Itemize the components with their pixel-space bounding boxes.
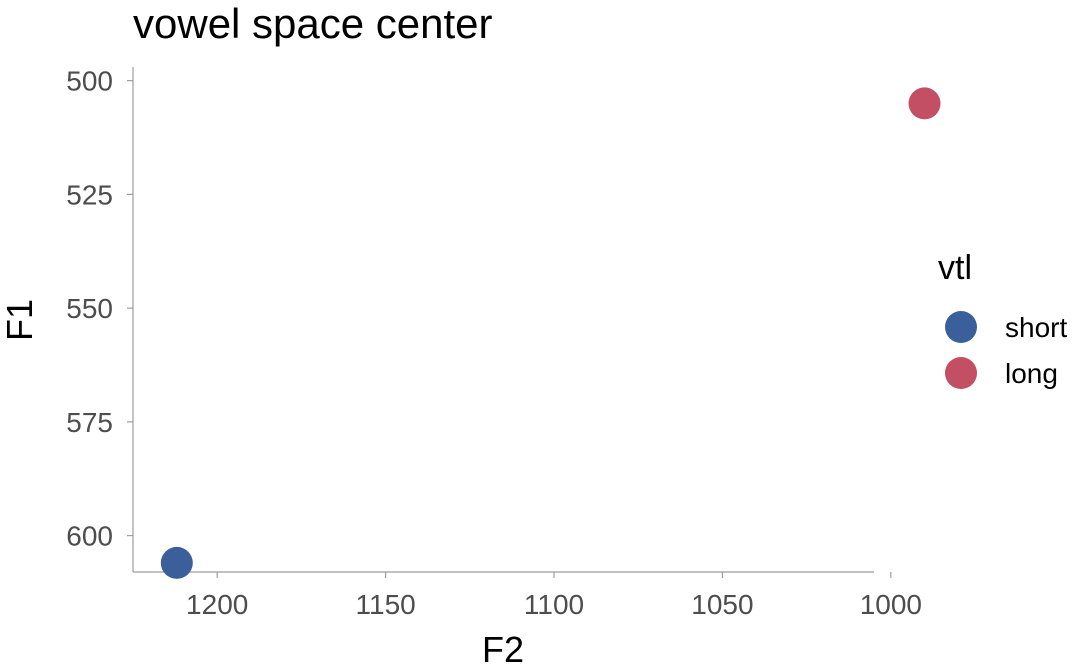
- legend: vtl short long: [938, 249, 1067, 389]
- point-long: [908, 87, 941, 120]
- x-tick-label: 1050: [691, 589, 753, 620]
- plot-area: 500 525 550 575 600 1200 1150 1100 1050 1000: [66, 66, 941, 620]
- x-tick-label: 1150: [356, 589, 416, 620]
- y-axis-title: F1: [0, 299, 40, 341]
- y-tick-label: 575: [66, 407, 113, 438]
- x-tick-label: 1000: [860, 589, 922, 620]
- legend-label-long: long: [1005, 358, 1058, 389]
- y-axis-ticks: 500 525 550 575 600: [66, 66, 133, 552]
- y-tick-label: 525: [66, 179, 113, 210]
- point-short: [160, 546, 193, 579]
- x-axis-ticks: 1200 1150 1100 1050 1000: [186, 572, 922, 620]
- chart-title: vowel space center: [133, 0, 493, 47]
- legend-key-long: [945, 357, 977, 389]
- x-axis-title: F2: [482, 629, 524, 664]
- y-tick-label: 550: [66, 293, 113, 324]
- legend-label-short: short: [1005, 312, 1067, 343]
- y-tick-label: 600: [66, 521, 113, 552]
- data-points: [160, 87, 941, 579]
- legend-items: short long: [945, 311, 1067, 389]
- x-tick-label: 1100: [524, 589, 584, 620]
- legend-title: vtl: [938, 249, 972, 287]
- y-tick-label: 500: [66, 66, 113, 97]
- legend-key-short: [945, 311, 977, 343]
- x-tick-label: 1200: [186, 589, 248, 620]
